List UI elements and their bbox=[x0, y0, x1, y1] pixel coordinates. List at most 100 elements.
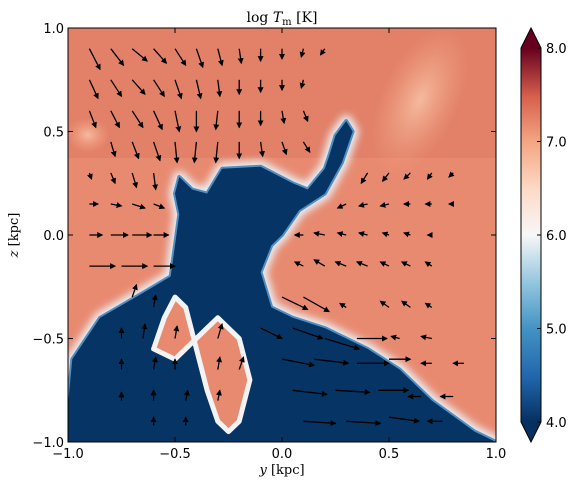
velocity-arrow bbox=[293, 261, 304, 267]
velocity-arrow bbox=[335, 389, 371, 396]
velocity-arrow bbox=[381, 231, 390, 238]
x-tick-label: 0.5 bbox=[379, 447, 400, 462]
velocity-arrow bbox=[355, 260, 368, 267]
x-axis-label: y [kpc] bbox=[258, 463, 304, 478]
velocity-arrow bbox=[131, 141, 140, 160]
title-variable: T bbox=[273, 10, 284, 26]
y-tick-label: 0.5 bbox=[43, 126, 64, 141]
velocity-arrow bbox=[346, 420, 382, 427]
velocity-arrow bbox=[281, 141, 288, 156]
velocity-arrow bbox=[424, 261, 433, 268]
velocity-arrow bbox=[88, 79, 99, 100]
velocity-arrow bbox=[313, 230, 325, 237]
velocity-arrow bbox=[388, 416, 420, 424]
warm-spot bbox=[68, 117, 110, 153]
x-axis: −1.0 −0.5 0.0 0.5 1.0 bbox=[52, 28, 506, 462]
velocity-arrow bbox=[213, 110, 220, 131]
velocity-arrow bbox=[152, 141, 162, 162]
velocity-arrow bbox=[191, 141, 198, 164]
velocity-arrow bbox=[324, 337, 360, 351]
velocity-arrow bbox=[152, 172, 159, 191]
colorbar-gradient bbox=[521, 48, 541, 422]
velocity-arrow bbox=[110, 172, 116, 185]
velocity-arrow bbox=[292, 389, 328, 397]
velocity-arrow bbox=[379, 300, 390, 308]
velocity-arrow bbox=[131, 110, 144, 129]
colorbar: 4.0 5.0 6.0 7.0 8.0 bbox=[520, 26, 567, 444]
velocity-arrow bbox=[173, 141, 180, 164]
velocity-arrow bbox=[400, 261, 411, 267]
colorbar-extend-top bbox=[521, 28, 541, 48]
chart-title: log Tm [K] bbox=[247, 10, 318, 28]
colorbar-ticks: 4.0 5.0 6.0 7.0 8.0 bbox=[537, 42, 567, 431]
velocity-arrow bbox=[381, 172, 390, 182]
colorbar-tick-label: 4.0 bbox=[546, 416, 567, 431]
velocity-arrow bbox=[183, 389, 190, 401]
velocity-arrow bbox=[213, 141, 220, 164]
velocity-arrow bbox=[238, 356, 245, 370]
velocity-arrow bbox=[280, 110, 287, 125]
y-tick-label: 1.0 bbox=[43, 22, 64, 37]
velocity-arrow bbox=[153, 203, 166, 210]
velocity-arrow bbox=[174, 48, 187, 67]
y-axis: −1.0 −0.5 0.0 0.5 1.0 bbox=[32, 22, 496, 451]
velocity-arrow bbox=[303, 296, 330, 313]
velocity-arrow bbox=[153, 79, 165, 98]
velocity-arrow bbox=[110, 141, 117, 158]
velocity-arrow bbox=[302, 141, 311, 154]
velocity-arrow bbox=[400, 300, 411, 308]
colorbar-extend-bottom bbox=[521, 422, 541, 442]
velocity-arrow bbox=[259, 141, 265, 158]
velocity-arrow bbox=[319, 48, 326, 56]
velocity-arrow bbox=[141, 323, 148, 339]
velocity-arrow bbox=[110, 202, 123, 209]
velocity-arrow bbox=[338, 302, 347, 309]
x-tick-label: −0.5 bbox=[159, 447, 191, 462]
velocity-arrow bbox=[313, 259, 326, 267]
velocity-arrow bbox=[195, 48, 205, 69]
velocity-arrow bbox=[217, 323, 224, 339]
x-tick-label: 1.0 bbox=[486, 447, 507, 462]
title-base: log bbox=[247, 10, 269, 26]
velocity-arrow bbox=[131, 172, 138, 189]
velocity-arrow bbox=[151, 294, 158, 308]
velocity-arrow bbox=[334, 260, 347, 267]
title-subscript: m bbox=[282, 17, 292, 28]
x-axis-unit: [kpc] bbox=[271, 463, 305, 478]
velocity-arrow bbox=[358, 231, 368, 238]
y-tick-label: −1.0 bbox=[32, 436, 64, 451]
velocity-arrow bbox=[132, 203, 146, 210]
velocity-arrow bbox=[403, 231, 411, 238]
velocity-arrow bbox=[110, 48, 125, 67]
velocity-arrow bbox=[110, 110, 120, 129]
velocity-arrow bbox=[217, 48, 224, 67]
title-unit: [K] bbox=[296, 10, 317, 26]
x-axis-variable: y bbox=[258, 463, 267, 478]
svg-text:log Tm [K]: log Tm [K] bbox=[247, 10, 318, 28]
velocity-arrow bbox=[358, 201, 368, 208]
velocity-arrow bbox=[336, 203, 347, 209]
velocity-arrow bbox=[153, 110, 163, 131]
velocity-arrow bbox=[215, 389, 222, 401]
y-axis-variable: z bbox=[7, 250, 22, 258]
velocity-arrow bbox=[448, 171, 455, 178]
colorbar-tick-label: 7.0 bbox=[546, 136, 567, 151]
y-axis-label: z [kpc] bbox=[7, 213, 22, 259]
colorbar-tick-label: 6.0 bbox=[546, 229, 567, 244]
velocity-arrow bbox=[299, 48, 306, 58]
velocity-arrow bbox=[174, 110, 182, 133]
y-tick-label: −0.5 bbox=[32, 333, 64, 348]
colorbar-tick-label: 5.0 bbox=[546, 323, 567, 338]
velocity-arrow bbox=[87, 172, 93, 181]
velocity-arrow bbox=[390, 334, 400, 341]
velocity-arrow bbox=[88, 110, 97, 129]
velocity-arrows bbox=[87, 48, 464, 427]
velocity-arrow bbox=[281, 296, 309, 311]
velocity-arrow bbox=[131, 48, 148, 62]
velocity-arrow bbox=[336, 231, 347, 238]
velocity-arrow bbox=[360, 172, 369, 185]
x-tick-label: −1.0 bbox=[52, 447, 84, 462]
velocity-arrow bbox=[292, 327, 324, 340]
y-axis-unit: [kpc] bbox=[7, 213, 22, 247]
